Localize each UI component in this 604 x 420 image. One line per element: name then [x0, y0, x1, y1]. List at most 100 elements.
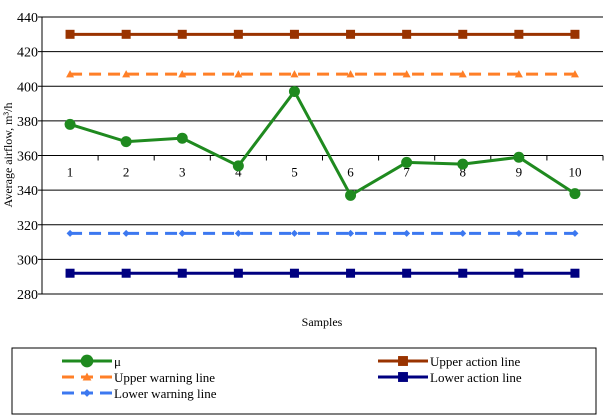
data-point [570, 268, 580, 278]
category-label: 8 [460, 165, 467, 180]
data-point [401, 156, 413, 168]
series-line [69, 88, 576, 198]
data-point [458, 29, 468, 39]
data-point [514, 29, 524, 39]
category-label: 7 [403, 165, 410, 180]
legend-label: μ [114, 354, 121, 369]
data-point [234, 70, 243, 78]
data-point [403, 229, 411, 237]
data-point [65, 268, 75, 278]
data-point [83, 389, 91, 397]
data-point [514, 268, 524, 278]
data-point [234, 229, 242, 237]
data-point [569, 188, 581, 200]
data-point [66, 229, 74, 237]
data-point [346, 268, 356, 278]
data-point [457, 158, 469, 170]
category-label: 2 [123, 165, 130, 180]
y-tick-label: 380 [17, 115, 38, 130]
data-point [233, 268, 243, 278]
series-lower-action-line [65, 268, 580, 278]
y-tick-label: 440 [17, 11, 38, 26]
category-labels: 1 2 3 4 5 6 7 8 9 10 [67, 165, 582, 180]
data-point [513, 151, 525, 163]
legend-label: Lower warning line [114, 386, 217, 401]
data-point [121, 29, 131, 39]
y-axis-title: Average airflow, m³/h [1, 103, 15, 208]
legend-item: Lower action line [378, 370, 522, 385]
data-point [345, 189, 357, 201]
legend-box [11, 347, 597, 415]
y-tick-label: 340 [17, 184, 38, 199]
data-point [122, 70, 131, 78]
data-point [82, 372, 92, 381]
gridlines [42, 16, 603, 295]
y-tick-labels: 280 300 320 340 360 380 400 420 440 [17, 11, 38, 303]
category-label: 6 [347, 165, 354, 180]
data-point [80, 354, 94, 368]
data-point [122, 229, 130, 237]
data-point [177, 268, 187, 278]
axes [38, 16, 604, 295]
series-lower-warning-line [66, 229, 579, 237]
y-tick-label: 360 [17, 150, 38, 165]
data-point [398, 372, 408, 382]
category-label: 4 [235, 165, 242, 180]
legend-item: Upper warning line [62, 370, 215, 385]
data-point [515, 229, 523, 237]
data-point [66, 70, 75, 78]
data-point [459, 229, 467, 237]
data-point [176, 132, 188, 144]
legend-label: Lower action line [430, 370, 522, 385]
data-point [177, 29, 187, 39]
data-point [570, 70, 579, 78]
data-point [289, 29, 299, 39]
legend-label: Upper warning line [114, 370, 215, 385]
y-tick-label: 280 [17, 288, 38, 303]
data-point [402, 268, 412, 278]
series-upper-action-line [65, 29, 580, 39]
data-point [346, 29, 356, 39]
y-tick-label: 300 [17, 253, 38, 268]
data-point [120, 136, 132, 148]
data-point [290, 70, 299, 78]
data-point [178, 229, 186, 237]
category-label: 1 [67, 165, 74, 180]
data-point [514, 70, 523, 78]
y-tick-label: 320 [17, 219, 38, 234]
data-point [458, 70, 467, 78]
legend-label: Upper action line [430, 354, 520, 369]
y-tick-label: 420 [17, 46, 38, 61]
data-point [121, 268, 131, 278]
data-point [398, 356, 408, 366]
category-label: 3 [179, 165, 186, 180]
y-tick-label: 400 [17, 80, 38, 95]
category-label: 9 [516, 165, 523, 180]
data-point [571, 229, 579, 237]
data-point [347, 229, 355, 237]
data-point [288, 85, 300, 97]
legend-item: Lower warning line [62, 386, 217, 401]
category-label: 5 [291, 165, 298, 180]
data-point [289, 268, 299, 278]
data-point [290, 229, 298, 237]
data-point [64, 118, 76, 130]
data-point [178, 70, 187, 78]
series- [64, 85, 581, 201]
category-label: 10 [568, 165, 581, 180]
x-axis-title: Samples [302, 315, 343, 329]
series-group [64, 29, 581, 278]
data-point [65, 29, 75, 39]
legend-item: Upper action line [378, 354, 520, 369]
data-point [402, 29, 412, 39]
data-point [570, 29, 580, 39]
data-point [232, 160, 244, 172]
data-point [346, 70, 355, 78]
legend-item: μ [62, 354, 121, 369]
data-point [458, 268, 468, 278]
data-point [233, 29, 243, 39]
series-upper-warning-line [66, 70, 579, 78]
data-point [402, 70, 411, 78]
